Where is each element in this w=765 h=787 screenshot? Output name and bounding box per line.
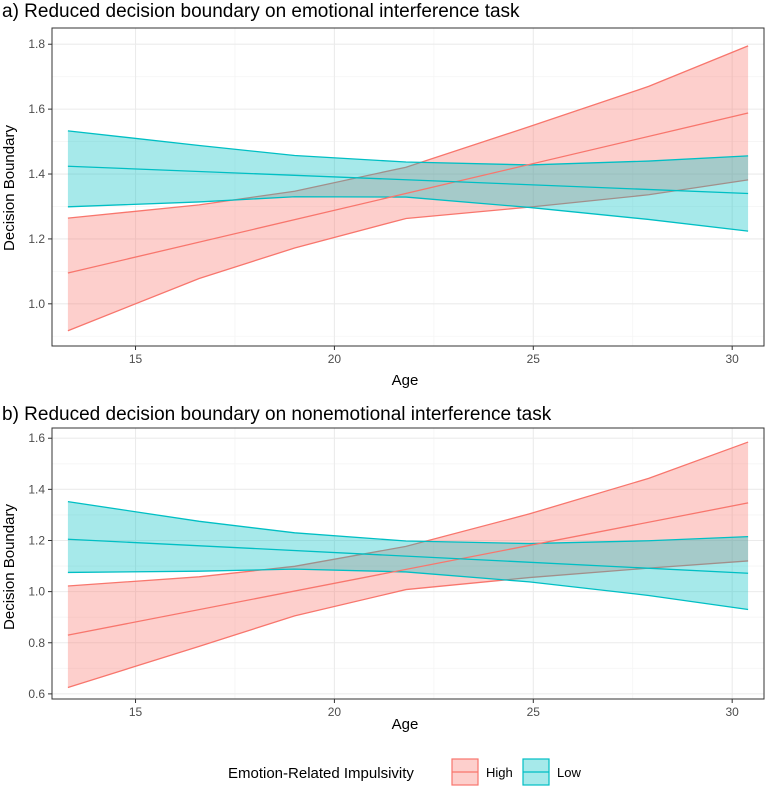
panel-a-y-tick-label: 1.4 [28,167,45,181]
panel-a-fit-line-low [67,165,749,195]
panel-b-title: b) Reduced decision boundary on nonemoti… [2,404,552,425]
panel-b: b) Reduced decision boundary on nonemoti… [1,404,765,733]
panel-b-y-tick-label: 1.6 [28,431,45,445]
panel-a: a) Reduced decision boundary on emotiona… [1,1,765,389]
panel-b-x-tick-label: 25 [527,705,541,719]
panel-a-lower-bound-low [67,196,749,232]
panel-b-ribbons [67,441,749,689]
panel-a-upper-bound-low [67,130,749,166]
legend-item-high: High [451,758,513,786]
panel-a-x-tick-label: 25 [527,352,541,366]
legend-label-low: Low [557,765,581,780]
panel-b-y-axis-title: Decision Boundary [1,504,18,630]
panel-a-x-tick-label: 30 [725,352,739,366]
panel-b-lower-bound-low [67,568,749,611]
panel-b-y-tick-label: 1.0 [28,585,45,599]
panel-a-lower-bound-high [67,179,749,332]
panel-b-upper-bound-low [67,500,749,545]
panel-b-y-tick-label: 1.2 [28,533,45,547]
panel-a-fit-line-high [67,112,749,274]
panel-b-y-tick-label: 0.6 [28,687,45,701]
panel-a-y-tick-label: 1.8 [28,37,45,51]
panel-b-y-ticks: 0.6 0.8 1.0 1.2 1.4 1.6 [28,431,52,701]
panel-a-frame [51,27,765,347]
panel-b-fit-line-high [67,502,749,636]
panel-b-grid [52,428,764,699]
panel-b-x-axis-title: Age [392,716,419,733]
panel-b-fit-line-low [67,538,749,574]
panel-a-x-ticks: 15 20 25 30 [129,346,739,366]
panel-b-frame [51,427,765,700]
panel-a-fit-lines [67,112,749,274]
panel-b-x-tick-label: 30 [725,705,739,719]
panel-a-ribbon-low [67,130,749,232]
panel-b-y-tick-label: 1.4 [28,482,45,496]
panel-b-x-tick-label: 15 [129,705,143,719]
panel-a-ribbon-high [67,45,749,331]
panel-a-upper-bound-high [67,45,749,219]
panel-a-x-tick-label: 20 [328,352,342,366]
panel-a-y-tick-label: 1.0 [28,297,45,311]
panel-b-ribbon-high [67,442,749,688]
panel-a-ribbons [67,45,749,332]
panel-b-y-tick-label: 0.8 [28,636,45,650]
legend-item-low: Low [522,758,581,786]
panel-a-x-tick-label: 15 [129,352,143,366]
legend-label-high: High [486,765,513,780]
panel-a-y-axis-title: Decision Boundary [1,125,18,251]
legend: Emotion-Related Impulsivity High Low [228,758,581,786]
panel-a-x-axis-title: Age [392,372,419,389]
panel-a-y-tick-label: 1.2 [28,232,45,246]
panel-a-title: a) Reduced decision boundary on emotiona… [2,1,520,22]
panel-b-fit-lines [67,502,749,636]
panel-a-y-tick-label: 1.6 [28,102,45,116]
legend-title: Emotion-Related Impulsivity [228,765,414,782]
panel-a-y-ticks: 1.0 1.2 1.4 1.6 1.8 [28,37,52,311]
panel-b-upper-bound-high [67,441,749,587]
panel-a-grid [52,28,764,346]
panel-b-x-tick-label: 20 [328,705,342,719]
panel-b-x-ticks: 15 20 25 30 [129,699,739,719]
